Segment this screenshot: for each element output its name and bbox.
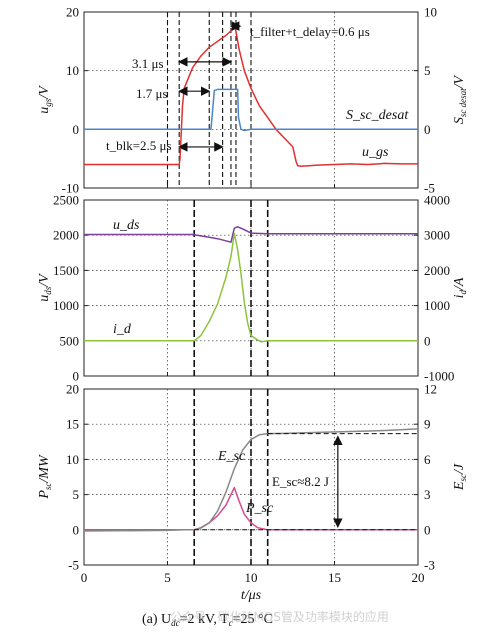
annotations-bottom: E_sc P_sc E_sc≈8.2 J: [217, 449, 329, 516]
series-label-uds: u_ds: [113, 218, 140, 233]
series-label-s-desat: S_sc_desat: [346, 108, 409, 123]
tick-label-right: 3: [424, 487, 431, 502]
tick-label-right: 0: [424, 122, 431, 137]
annotation-blank-time: t_blk=2.5 μs: [106, 138, 172, 153]
x-axis-label: t/μs: [241, 588, 262, 603]
tick-label-x: 15: [328, 570, 341, 585]
y-axis-label-left: uds/V: [37, 273, 53, 302]
tick-label-x: 5: [164, 570, 171, 585]
annotations-top: t_filter+t_delay=0.6 μs 3.1 μs 1.7 μs t_…: [106, 24, 409, 160]
annotation-energy: E_sc≈8.2 J: [272, 474, 329, 489]
tick-label-right: 0: [424, 333, 431, 348]
y-axis-label-left: Psc/MW: [37, 454, 53, 500]
tick-label-x: 20: [412, 570, 425, 585]
y-axis-label-right: id/A: [452, 277, 468, 298]
series-line-u_ds: [84, 226, 418, 243]
tick-label-right: -5: [424, 181, 435, 196]
panel-drain-voltage-current: 0 500 1000 1500 2000 2500 -1000 0 1000 2000 3000 40…: [37, 193, 468, 384]
tick-label-x: 10: [245, 570, 258, 585]
series-line-e_sc: [83, 428, 419, 532]
tick-label-left: 1000: [53, 298, 79, 313]
tick-label-left: 2000: [53, 228, 79, 243]
series-label-id: i_d: [113, 322, 132, 337]
tick-label-left: 0: [73, 522, 80, 537]
tick-label-right: -1000: [424, 369, 454, 384]
tick-label-right: 2000: [424, 263, 450, 278]
y-axis-label-right: Ssc desat/V: [452, 74, 468, 124]
tick-label-right: 4000: [424, 193, 450, 208]
annotations-mid: u_ds i_d: [113, 218, 140, 337]
tick-label-left: 15: [66, 417, 79, 432]
tick-label-left: -5: [68, 558, 79, 573]
tick-label-left: 20: [66, 382, 79, 397]
tick-label-left: -10: [62, 181, 79, 196]
annotation-3.1us: 3.1 μs: [132, 56, 164, 71]
y-axis-label-left: ugs/V: [37, 85, 53, 114]
tick-label-right: 10: [424, 5, 437, 20]
tick-label-left: 2500: [53, 193, 79, 208]
tick-label-right: -3: [424, 558, 435, 573]
series-label-psc: P_sc: [245, 501, 274, 516]
tick-label-left: 1500: [53, 263, 79, 278]
series-line-i_d: [84, 232, 418, 343]
tick-label-right: 12: [424, 382, 437, 397]
panel-gate-voltage: -10 0 10 20 -5 0 5 10 ugs/V Ssc desat/V: [37, 5, 468, 196]
tick-label-left: 0: [73, 122, 80, 137]
tick-label-left: 500: [60, 333, 80, 348]
series-line-u_gs: [84, 25, 418, 168]
series-line-s_sc_desat: [84, 88, 418, 132]
tick-label-right: 3000: [424, 228, 450, 243]
tick-label-left: 10: [66, 63, 79, 78]
figure-caption: (a) Udc=2 kV, Tc=25 °C: [142, 612, 273, 628]
tick-label-left: 10: [66, 452, 79, 467]
tick-label-left: 20: [66, 5, 79, 20]
annotation-filter-delay: t_filter+t_delay=0.6 μs: [250, 24, 370, 39]
tick-label-right: 0: [424, 522, 431, 537]
watermark: 公众号 · 碳化硅MOS管及功率模块的应用: [170, 609, 389, 624]
tick-label-right: 1000: [424, 298, 450, 313]
tick-label-x: 0: [81, 570, 88, 585]
tick-label-left: 5: [73, 487, 80, 502]
tick-label-right: 9: [424, 417, 431, 432]
tick-label-right: 6: [424, 452, 431, 467]
series-label-esc: E_sc: [217, 449, 246, 464]
tick-label-right: 5: [424, 63, 431, 78]
tick-label-left: 0: [73, 369, 80, 384]
annotation-1.7us: 1.7 μs: [136, 86, 168, 101]
y-axis-label-right: Esc/J: [452, 463, 468, 491]
series-label-ugs: u_gs: [362, 145, 389, 160]
